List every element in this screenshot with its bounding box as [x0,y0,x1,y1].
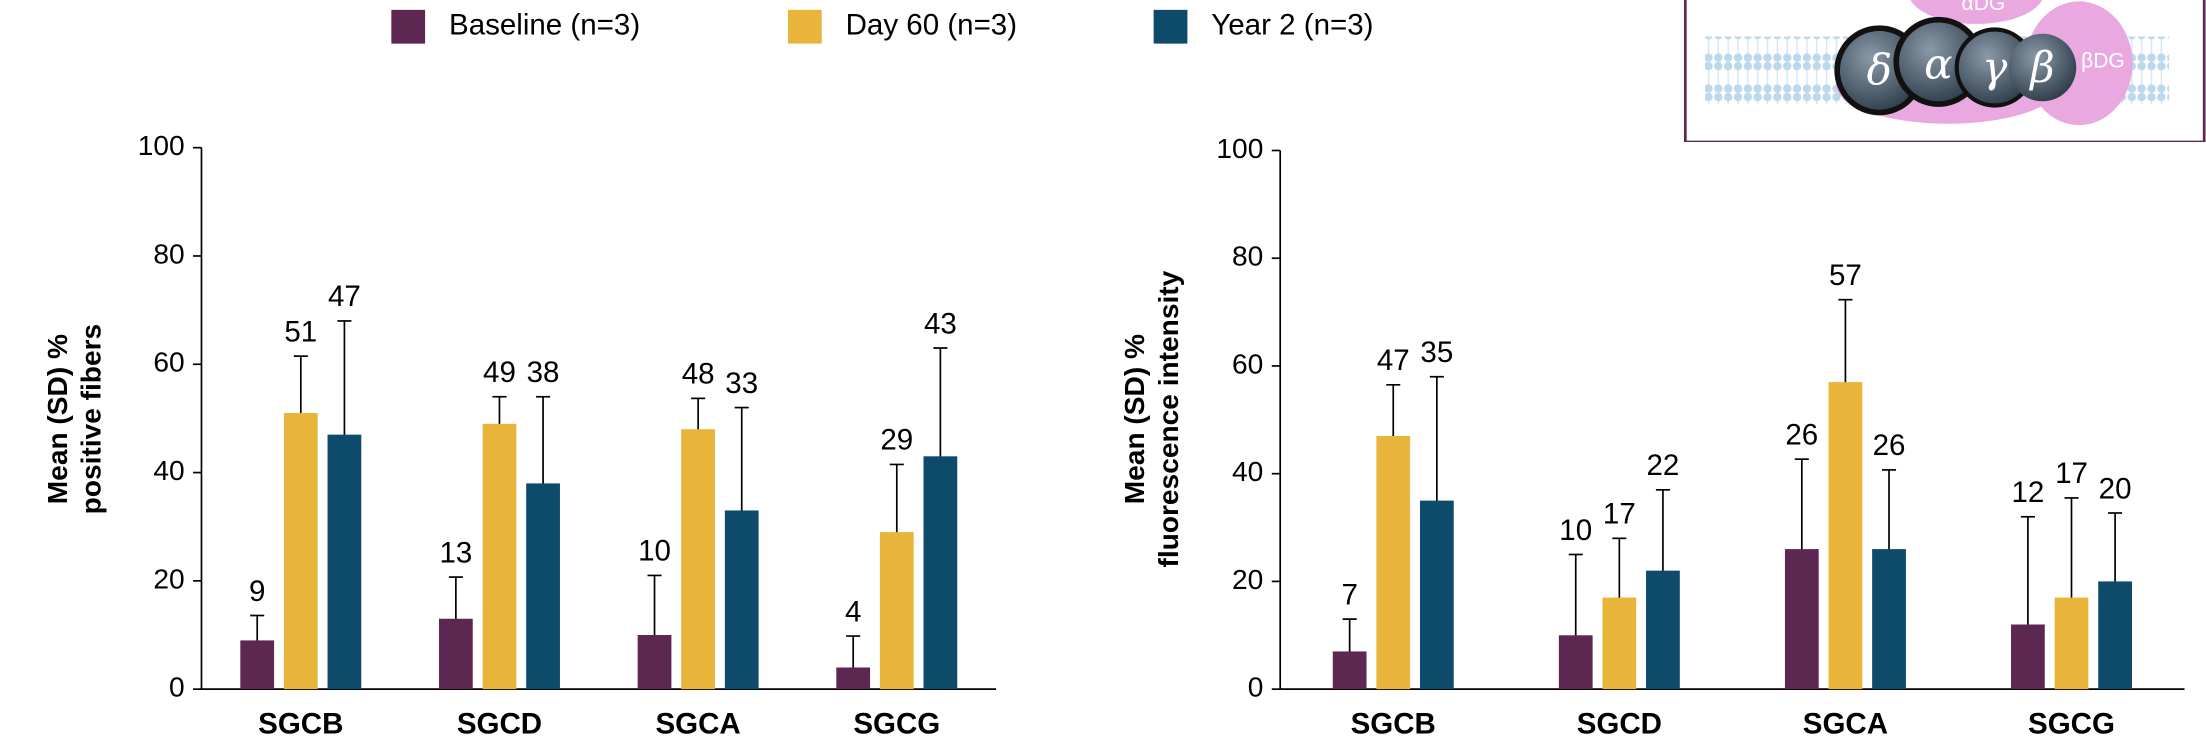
x-tick-label: SGCB [1351,708,1436,741]
x-tick-label: SGCA [655,708,740,741]
bar [1602,598,1636,690]
inset: αDG βDG δ α γ β [1685,0,2204,142]
subunit: δ [1867,45,1892,94]
inset-label: αDG [1962,0,2006,15]
value-label: 9 [249,575,265,608]
value-label: 51 [284,315,317,348]
bar [1333,651,1367,689]
value-label: 29 [880,424,913,457]
x-tick-label: SGCD [457,708,542,741]
y-tick-label: 60 [1232,348,1263,379]
value-label: 7 [1341,578,1357,611]
value-label: 12 [2011,476,2044,509]
bar [328,435,362,689]
y-tick-label: 0 [169,672,185,703]
value-label: 43 [924,307,957,340]
y-axis-label: positive fibers [76,324,107,515]
value-label: 10 [1559,514,1592,547]
value-label: 38 [527,356,560,389]
bar [2011,625,2045,690]
value-label: 20 [2099,472,2132,505]
y-tick-label: 40 [1232,456,1263,487]
bar [681,429,715,689]
value-label: 48 [682,358,715,391]
bar [1376,436,1410,689]
value-label: 26 [1785,418,1818,451]
subunit: γ [1982,42,2008,91]
x-tick-label: SGCD [1577,708,1662,741]
y-axis-label: fluorescence intensity [1153,270,1184,567]
bar [1420,501,1454,690]
bar [725,510,759,689]
bar [439,619,473,689]
subunit: β [2028,42,2054,91]
y-tick-label: 100 [138,130,185,161]
x-tick-label: SGCG [853,708,940,741]
value-label: 26 [1873,429,1906,462]
legend-swatch [391,10,425,44]
bar [924,456,958,689]
bar [1785,549,1819,689]
x-tick-label: SGCA [1803,708,1888,741]
y-tick-label: 100 [1216,133,1263,164]
bar [2055,598,2089,690]
plot [1343,300,2123,733]
y-tick-label: 80 [1232,241,1263,272]
legend-label: Baseline (n=3) [449,9,640,42]
bar [880,532,914,689]
legend-label: Year 2 (n=3) [1211,9,1373,42]
value-label: 17 [2055,457,2088,490]
bar [1559,635,1593,689]
bar [526,483,560,689]
value-label: 35 [1420,336,1453,369]
y-tick-label: 80 [153,238,184,269]
value-label: 47 [328,280,361,313]
y-tick-label: 20 [1232,564,1263,595]
x-tick-label: SGCB [258,708,343,741]
x-tick-label: SGCG [2028,708,2115,741]
inset-label: βDG [2081,49,2125,72]
legend-swatch [788,10,822,44]
value-label: 17 [1603,498,1636,531]
value-label: 13 [439,536,472,569]
bar [2098,581,2132,689]
value-label: 4 [845,595,861,628]
value-label: 10 [638,535,671,568]
chart: αDG βDG δ α γ β Baseline (n=3) Day 60 (n=… [0,0,2206,744]
y-tick-label: 0 [1248,672,1264,703]
value-label: 22 [1647,449,1680,482]
bar [1646,571,1680,690]
page: {"chart_data":[ {"type":"bar","ylabel":[… [0,0,2206,749]
bar [284,413,318,689]
y-axis-label: Mean (SD) % [42,334,73,504]
bar [1829,382,1863,689]
y-tick-label: 40 [153,455,184,486]
value-label: 33 [725,367,758,400]
subunit: α [1924,40,1953,89]
value-label: 57 [1829,259,1862,292]
bar [638,635,672,689]
bar [240,640,274,689]
y-tick-label: 20 [153,563,184,594]
legend-label: Day 60 (n=3) [846,9,1017,42]
value-label: 47 [1377,344,1410,377]
bar [1872,549,1906,689]
bar [836,667,870,689]
bar [483,424,517,689]
value-label: 49 [483,356,516,389]
y-axis-label: Mean (SD) % [1119,334,1150,504]
y-tick-label: 60 [153,347,184,378]
legend-swatch [1154,10,1188,44]
